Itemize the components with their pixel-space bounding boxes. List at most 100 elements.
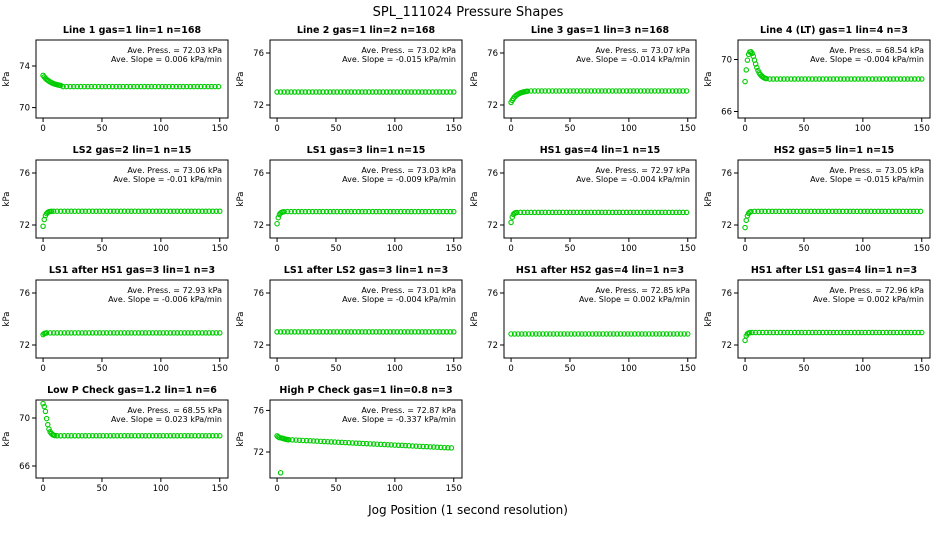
data-point [412,208,418,215]
data-point [299,208,305,215]
data-point [656,331,663,337]
data-point [277,470,284,476]
x-tick-label: 0 [508,244,513,254]
data-point [142,433,149,439]
data-point [777,329,784,336]
data-point [387,208,393,215]
data-point [408,208,415,215]
panel-svg: Line 4 (LT) gas=1 lin=4 n=3 0 50 100 150 66 70… [704,25,931,134]
data-point [92,83,98,90]
data-point [919,76,925,82]
data-point [570,209,577,216]
data-point [383,208,390,215]
data-point [841,76,847,82]
x-tick-label: 150 [680,124,696,134]
data-point [655,209,662,216]
data-point [584,209,591,216]
data-point [433,89,439,95]
data-point [185,330,191,336]
data-point [209,208,216,214]
data-point [674,331,680,337]
x-tick-label: 50 [565,244,576,254]
data-point [676,88,683,94]
y-axis-unit: kPa [470,312,480,327]
x-tick-label: 50 [799,364,810,374]
data-point [780,208,786,215]
panel-svg: LS1 after HS1 gas=3 lin=1 n=3 0 50 100 150 72… [2,265,229,374]
data-point [156,330,163,336]
data-point [798,76,805,82]
y-axis-unit: kPa [236,432,246,447]
data-point [68,208,75,214]
data-point [107,330,113,336]
data-point [514,209,520,216]
panel-grid: Line 1 gas=1 lin=1 n=168 0 50 100 150 70 74 kPa… [0,22,936,502]
data-point [93,208,99,214]
data-point [307,438,313,444]
data-point [275,214,281,221]
data-point [602,88,609,94]
data-point [209,330,216,336]
data-point [599,209,605,216]
y-tick-label: 72 [253,448,264,458]
data-point [837,329,844,336]
avg-pressure-annotation: Ave. Press. = 68.54 kPa [829,46,924,55]
panel-svg: High P Check gas=1 lin=0.8 n=3 0 50 100 150 7… [236,385,463,494]
data-point [99,83,105,90]
data-point [171,330,177,336]
data-point [535,209,541,216]
data-point [858,76,865,82]
data-point [100,330,106,336]
data-point [673,209,679,216]
data-point [116,83,123,90]
data-point [180,83,186,90]
data-point [531,88,538,94]
avg-pressure-annotation: Ave. Press. = 72.03 kPa [127,46,222,55]
avg-slope-annotation: Ave. Slope = 0.002 kPa/min [579,295,690,304]
data-point [405,329,411,335]
data-point [543,331,550,337]
data-point [584,88,591,94]
avg-pressure-annotation: Ave. Press. = 73.03 kPa [361,166,456,175]
data-point [359,329,365,335]
data-point [100,433,106,439]
data-point [440,329,446,335]
data-point [641,88,647,94]
data-point [744,57,751,63]
y-tick-label: 76 [253,169,264,179]
data-point [447,329,453,335]
data-point [181,330,188,336]
data-point [188,433,195,439]
data-point [48,208,55,215]
data-point [660,331,666,337]
data-point [575,331,581,337]
data-point [362,329,369,335]
data-point [352,89,358,95]
y-tick-label: 72 [721,221,732,231]
x-tick-label: 0 [274,244,279,254]
avg-slope-annotation: Ave. Slope = 0.002 kPa/min [813,295,924,304]
data-point [829,208,835,215]
data-point [156,208,163,214]
data-point [596,331,603,337]
data-point [613,88,619,94]
data-point [518,331,525,337]
data-point [293,437,299,443]
x-tick-label: 100 [855,244,871,254]
x-tick-label: 100 [621,124,637,134]
data-point [609,209,616,216]
data-point [521,209,527,216]
data-point [855,76,861,82]
data-point [373,208,379,215]
y-tick-label: 76 [253,289,264,299]
data-point [405,208,411,215]
data-point [181,433,188,439]
data-point [447,208,453,215]
data-point [582,331,589,337]
data-point [440,89,446,95]
data-point [767,76,773,82]
plot-box [503,159,697,239]
data-point [199,330,205,336]
data-point [337,89,344,95]
data-point [114,330,121,336]
